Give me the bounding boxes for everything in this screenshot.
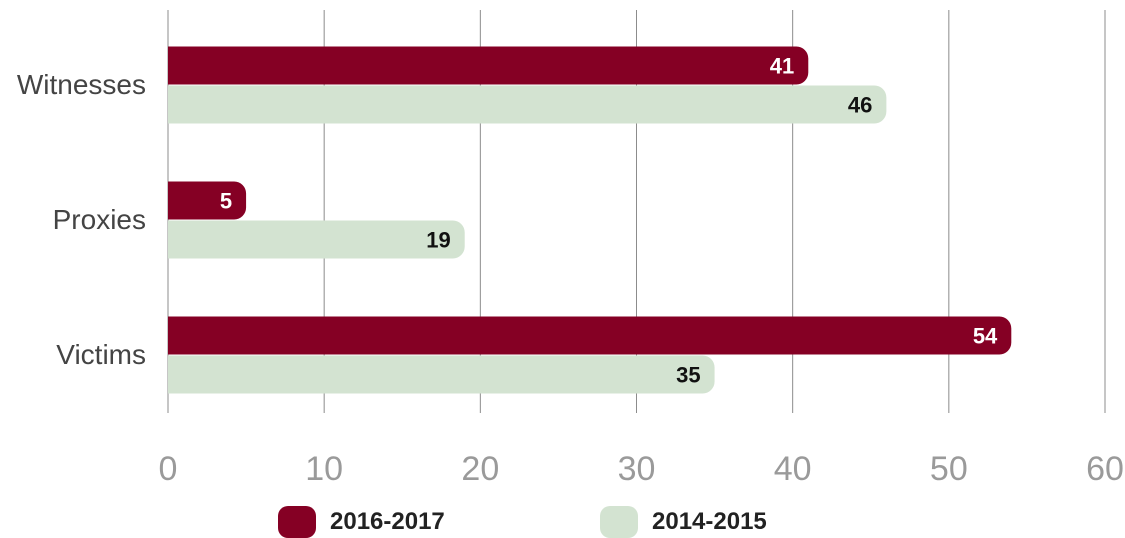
x-tick-label-0: 0: [159, 450, 178, 488]
x-tick-label-10: 10: [305, 450, 343, 488]
x-tick-label-50: 50: [930, 450, 968, 488]
x-tick-label-30: 30: [618, 450, 656, 488]
legend: 2016-2017 2014-2015: [0, 506, 1125, 538]
bar-proxies-series-2: [168, 220, 465, 259]
bar-victims-series-2: [168, 355, 715, 394]
legend-swatch-series-1: [278, 506, 316, 538]
category-label-victims: Victims: [56, 339, 146, 370]
category-label-proxies: Proxies: [53, 204, 146, 235]
legend-swatch-series-2: [600, 506, 638, 538]
legend-item-series-2: 2014-2015: [600, 506, 767, 538]
bar-proxies-series-1: [168, 181, 247, 220]
bar-witnesses-series-2: [168, 85, 887, 124]
bar-victims-series-1: [168, 316, 1012, 355]
value-label-victims-series-1: 54: [973, 324, 998, 349]
value-label-witnesses-series-2: 46: [848, 93, 872, 118]
value-label-proxies-series-1: 5: [220, 189, 232, 214]
legend-label-series-1: 2016-2017: [330, 508, 445, 535]
legend-item-series-1: 2016-2017: [278, 506, 445, 538]
legend-label-series-2: 2014-2015: [652, 508, 767, 535]
value-label-proxies-series-2: 19: [426, 228, 450, 253]
labels: 0 10 20 30 40 50 60 Witnesses 41 46 Proxies 5 19 Vict…: [17, 54, 1124, 489]
category-label-witnesses: Witnesses: [17, 69, 146, 100]
x-tick-label-20: 20: [461, 450, 499, 488]
value-label-witnesses-series-1: 41: [770, 54, 794, 79]
x-tick-label-60: 60: [1086, 450, 1124, 488]
value-label-victims-series-2: 35: [676, 363, 700, 388]
bars: [168, 46, 1012, 394]
x-tick-label-40: 40: [774, 450, 812, 488]
bar-witnesses-series-1: [168, 46, 809, 85]
